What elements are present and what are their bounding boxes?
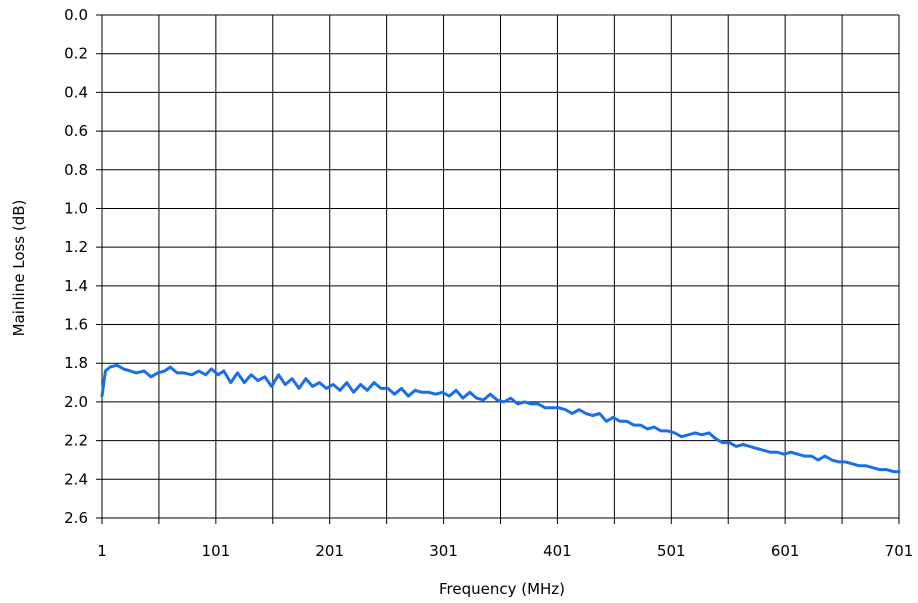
y-tick-label: 1.2 xyxy=(64,238,88,256)
y-tick-label: 1.6 xyxy=(64,316,88,334)
y-tick-label: 0.2 xyxy=(64,45,88,63)
x-tick-label: 401 xyxy=(543,542,572,560)
y-axis: 0.0 0.2 0.4 0.6 0.8 1.0 1.2 1.4 1.6 1.8 2.0 2.2 2.4 2… xyxy=(64,6,88,527)
x-axis-title: Frequency (MHz) xyxy=(439,580,565,598)
y-tick-label: 1.0 xyxy=(64,199,88,217)
y-tick-label: 0.8 xyxy=(64,161,88,179)
series-group xyxy=(100,363,901,474)
series-line xyxy=(100,363,901,474)
x-tick-label: 601 xyxy=(771,542,800,560)
y-tick-label: 0.0 xyxy=(64,6,88,24)
x-tick-label: 1 xyxy=(97,542,107,560)
y-tick-label: 0.6 xyxy=(64,122,88,140)
x-tick-label: 101 xyxy=(202,542,231,560)
y-tick-label: 1.4 xyxy=(64,277,88,295)
x-axis: 1 101 201 301 401 501 601 701 xyxy=(97,542,913,560)
y-tick-label: 1.8 xyxy=(64,354,88,372)
x-tick-label: 301 xyxy=(429,542,458,560)
y-tick-label: 2.6 xyxy=(64,509,88,527)
x-tick-label: 501 xyxy=(657,542,686,560)
y-axis-title: Mainline Loss (dB) xyxy=(10,200,28,337)
y-tick-label: 2.4 xyxy=(64,470,88,488)
x-tick-label: 201 xyxy=(315,542,344,560)
y-tick-label: 0.4 xyxy=(64,83,88,101)
grid xyxy=(96,14,900,524)
y-tick-label: 2.2 xyxy=(64,432,88,450)
x-tick-label: 701 xyxy=(885,542,914,560)
y-tick-label: 2.0 xyxy=(64,393,88,411)
